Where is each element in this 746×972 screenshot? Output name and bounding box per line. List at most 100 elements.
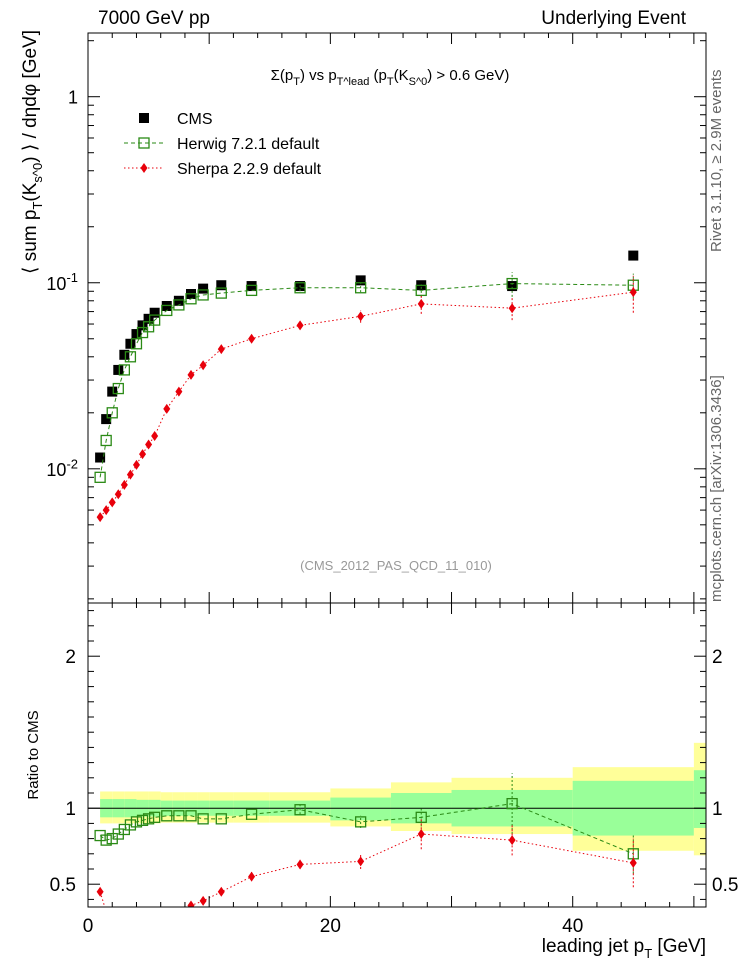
herwig-ratio-point <box>197 813 209 825</box>
herwig-point <box>94 471 106 483</box>
sherpa-point <box>199 360 207 371</box>
sherpa-point <box>248 333 256 344</box>
sherpa-point <box>139 449 147 460</box>
x-tick-label: 40 <box>562 916 583 937</box>
sherpa-ratio-point <box>115 923 122 933</box>
sherpa-ratio-point <box>248 871 256 882</box>
herwig-point <box>142 321 155 333</box>
herwig-point <box>294 282 306 294</box>
x-axis-title: leading jet pT [GeV] <box>542 936 706 961</box>
sherpa-point <box>151 431 159 442</box>
herwig-ratio-point <box>100 834 112 846</box>
main-panel-series <box>94 250 639 523</box>
panel-frames <box>87 32 707 908</box>
sherpa-point <box>102 505 110 516</box>
herwig-point <box>197 289 209 301</box>
sherpa-ratio-point <box>105 906 107 907</box>
analysis-tag: (CMS_2012_PAS_QCD_11_010) <box>300 558 492 573</box>
plot-title: Σ(pT) vs pT^lead (pT(KS^0) > 0.6 GeV) <box>271 67 510 88</box>
cms-point <box>95 452 106 463</box>
x-tick-label: 20 <box>320 916 341 937</box>
sherpa-point <box>114 489 122 500</box>
axis-titles: Σ(pT) vs pT^lead (pT(KS^0) > 0.6 GeV) (CM… <box>20 30 706 961</box>
herwig-point <box>185 293 197 305</box>
ratio-y-tick-label-right: 2 <box>712 647 723 668</box>
herwig-ratio-point <box>215 813 227 825</box>
sherpa-point <box>296 320 304 331</box>
herwig-ratio-line <box>99 803 634 855</box>
axis-ticks <box>87 33 706 907</box>
cms-point <box>101 414 112 425</box>
herwig-point <box>215 287 227 299</box>
sherpa-point <box>217 344 225 355</box>
sherpa-ratio-point <box>178 906 180 907</box>
sherpa-point <box>132 459 140 470</box>
tick-labels: 10-210-110.5 0.51 12 20 20 40 <box>46 88 738 937</box>
stat-uncertainty-band <box>693 770 706 828</box>
sherpa-ratio-point <box>96 886 104 897</box>
herwig-point <box>124 351 137 363</box>
sherpa-ratio-point <box>145 923 152 933</box>
herwig-ratio-point <box>173 810 185 822</box>
sherpa-ratio-point <box>508 835 516 846</box>
sherpa-point <box>187 369 195 380</box>
cms-point <box>355 275 366 286</box>
cms-point <box>125 338 136 349</box>
header-right: Underlying Event <box>541 8 686 29</box>
sherpa-legend-label: Sherpa 2.2.9 default <box>177 161 322 178</box>
sherpa-ratio-line <box>99 833 634 907</box>
sherpa-ratio-point <box>163 913 170 923</box>
ratio-panel-series <box>94 773 639 935</box>
herwig-point <box>415 284 427 297</box>
herwig-ratio-point <box>245 808 258 820</box>
herwig-point <box>118 364 131 376</box>
herwig-ratio-point <box>506 797 518 810</box>
ratio-y-tick-label-right: 1 <box>712 799 723 820</box>
herwig-ratio-point <box>124 819 137 831</box>
herwig-point <box>130 338 143 350</box>
herwig-ratio-point <box>142 813 155 825</box>
x-tick-label: 0 <box>83 916 94 937</box>
cms-point <box>628 250 639 261</box>
herwig-point <box>148 314 161 326</box>
herwig-ratio-point <box>161 810 173 822</box>
sherpa-ratio-point <box>133 925 140 935</box>
ratio-panel-frame <box>87 602 707 908</box>
sherpa-ratio-point <box>127 925 134 935</box>
cms-point <box>113 364 124 375</box>
cms-point <box>131 329 142 340</box>
sherpa-point <box>629 287 637 298</box>
sherpa-ratio-point <box>199 895 207 906</box>
herwig-ratio-point <box>136 814 149 827</box>
ratio-y-tick-label-left: 0.5 <box>50 875 76 896</box>
cms-point <box>216 280 227 291</box>
herwig-point <box>173 299 185 311</box>
ratio-y-tick-label-right: 0.5 <box>712 875 738 896</box>
sherpa-point <box>108 497 116 508</box>
herwig-point <box>136 326 149 339</box>
cms-point <box>119 349 130 360</box>
sherpa-point <box>163 403 171 414</box>
cms-point <box>143 313 154 324</box>
sherpa-point <box>120 479 128 490</box>
herwig-ratio-point <box>294 804 306 816</box>
herwig-ratio-point <box>148 811 161 823</box>
legend: CMS Herwig 7.2.1 default Sherpa 2.2.9 defa… <box>124 111 322 178</box>
y-axis-title: ⟨ sum pT(Ks^0) ⟩ / dηdφ [GeV] <box>20 30 45 274</box>
herwig-line <box>99 283 634 478</box>
cms-point <box>507 281 518 292</box>
sherpa-point <box>417 298 425 309</box>
sherpa-point <box>145 439 153 450</box>
herwig-point <box>100 434 112 447</box>
cms-point <box>107 386 118 397</box>
herwig-ratio-point <box>354 816 367 828</box>
sherpa-ratio-point <box>139 925 146 935</box>
sherpa-legend-marker <box>140 163 148 173</box>
ratio-y-tick-label-left: 1 <box>65 799 76 820</box>
y-tick-label: 10-1 <box>46 270 78 294</box>
herwig-point <box>506 277 518 290</box>
sherpa-ratio-point <box>629 857 637 868</box>
sherpa-point <box>508 303 516 314</box>
ratio-y-axis-title: Ratio to CMS <box>25 710 42 799</box>
